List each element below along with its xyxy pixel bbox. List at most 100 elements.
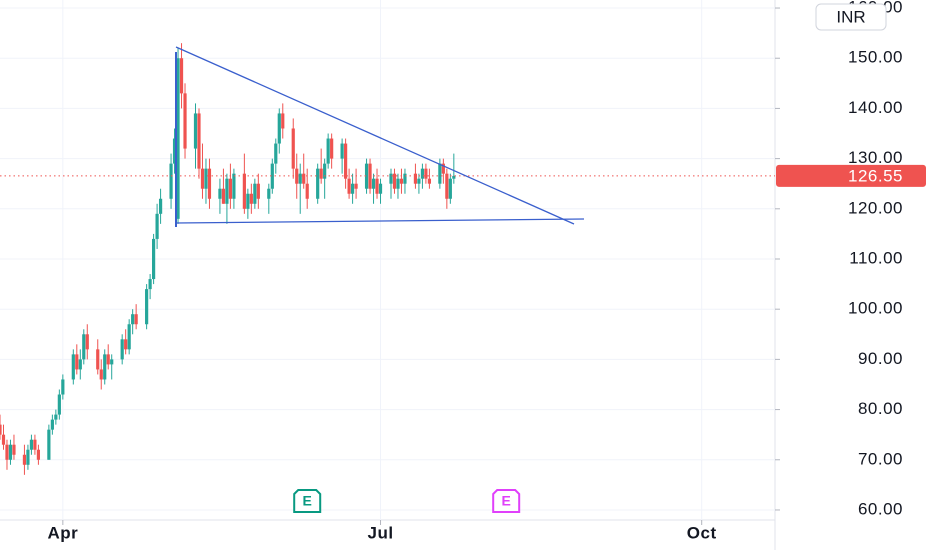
candle-body [85, 334, 89, 350]
candle-body [5, 444, 9, 460]
candle-body [8, 444, 13, 460]
candle-body [207, 168, 212, 199]
candle-body [302, 173, 306, 184]
candle-body [403, 173, 407, 184]
candle-body [169, 163, 173, 199]
y-tick-label: 120.00 [848, 198, 903, 217]
candle-body [54, 414, 58, 420]
currency-badge[interactable] [815, 3, 887, 31]
y-tick-label: 110.00 [849, 248, 903, 267]
candle-body [193, 113, 198, 149]
last-price-label: 126.55 [848, 166, 903, 185]
candle-body [22, 454, 27, 465]
trend-line [175, 46, 575, 225]
candle-body [148, 279, 152, 290]
candle-body [274, 143, 278, 164]
candle-body [256, 183, 260, 199]
candle-body [78, 359, 82, 370]
candle-body [36, 449, 41, 460]
x-tick-label: Apr [47, 523, 78, 542]
candle-body [340, 143, 344, 159]
candle-body [347, 178, 351, 194]
candle-body [127, 324, 131, 350]
x-tick-label: Oct [687, 523, 717, 542]
candle-body [33, 439, 37, 450]
candle-body [110, 359, 114, 365]
candle-body [413, 173, 418, 184]
candle-body [350, 183, 355, 194]
y-tick-label: 80.00 [858, 399, 903, 418]
candle-body [12, 444, 16, 455]
candle-body [57, 394, 61, 415]
candle-body [364, 163, 369, 189]
candle-body [375, 178, 379, 194]
y-tick-label: 150.00 [848, 48, 903, 67]
candle-body [298, 173, 302, 184]
y-tick-label: 60.00 [858, 499, 903, 518]
candle-body [145, 289, 149, 325]
candle-body [323, 163, 327, 179]
candle-body [96, 349, 100, 370]
candle-body [158, 198, 163, 214]
candle-body [354, 183, 358, 189]
candle-body [124, 339, 128, 350]
support-line [175, 218, 585, 224]
candle-body [378, 183, 383, 194]
last-price-tag [776, 164, 926, 187]
candle-body [295, 168, 299, 184]
candle-body [420, 168, 425, 179]
candle-body [277, 113, 281, 144]
candle-body [179, 58, 184, 94]
grid [0, 0, 780, 525]
candle-body [392, 173, 397, 189]
candle-body [221, 188, 226, 204]
candle-body [75, 354, 79, 370]
candle-body [319, 168, 323, 179]
candle-body [26, 449, 30, 465]
y-tick-label: 70.00 [858, 449, 903, 468]
candle-body [242, 173, 246, 209]
event-label: E [303, 493, 312, 509]
candle-body [344, 143, 348, 179]
candle-body [305, 183, 309, 199]
y-tick-label: 140.00 [848, 98, 903, 117]
candle-body [291, 128, 295, 169]
currency: INR [836, 7, 865, 26]
x-tick-label: Jul [367, 523, 393, 542]
candle-body [445, 173, 449, 199]
candle-body [103, 354, 107, 380]
candle-body [253, 183, 257, 204]
event-marker [492, 489, 521, 513]
candle-body [326, 138, 330, 164]
candle-body [270, 163, 274, 189]
candle-body [155, 213, 159, 239]
candle-body [61, 379, 65, 395]
candle-body [427, 178, 431, 184]
candle-body [47, 429, 51, 460]
candle-body [396, 178, 400, 189]
y-tick-label: 100.00 [848, 299, 903, 318]
candle-body [176, 58, 180, 219]
candle-body [50, 419, 54, 430]
candle-body [267, 188, 271, 199]
candle-body [204, 168, 208, 189]
candle-body [281, 113, 285, 129]
candle-body [218, 188, 222, 199]
candle-body [225, 178, 229, 204]
y-tick-label: 130.00 [848, 148, 903, 167]
event-label: E [502, 493, 511, 509]
candles [0, 43, 775, 475]
candle-body [448, 178, 452, 199]
candle-body [249, 193, 253, 204]
candle-body [200, 168, 205, 189]
candle-body [183, 93, 187, 149]
candle-body [99, 369, 103, 380]
candle-body [131, 314, 135, 325]
candle-body [106, 354, 110, 365]
candle-body [399, 178, 404, 184]
candle-body [82, 334, 86, 360]
candle-body [316, 168, 320, 199]
candle-body [120, 339, 124, 360]
